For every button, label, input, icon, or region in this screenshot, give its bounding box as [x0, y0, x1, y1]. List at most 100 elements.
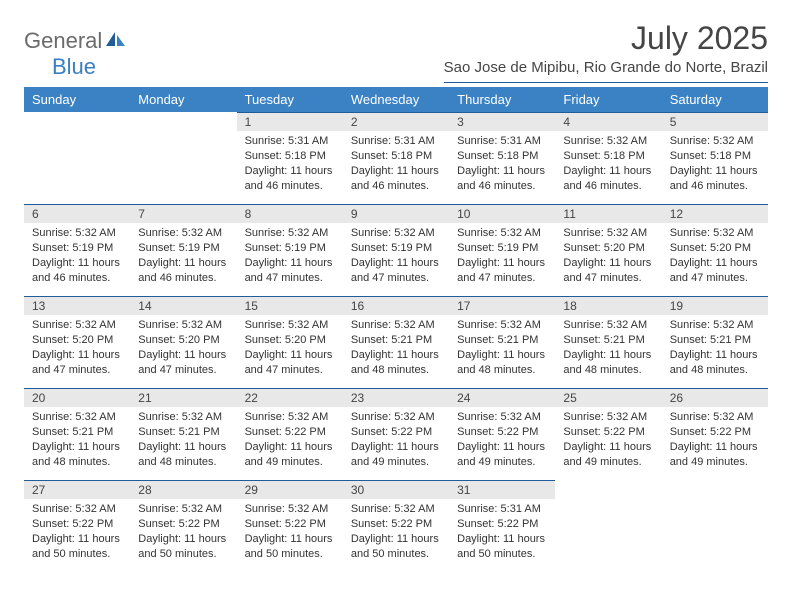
day-content: Sunrise: 5:32 AMSunset: 5:18 PMDaylight:… [555, 131, 661, 199]
calendar-day-cell: 16Sunrise: 5:32 AMSunset: 5:21 PMDayligh… [343, 296, 449, 388]
sunset-line: Sunset: 5:19 PM [351, 241, 441, 256]
day-content: Sunrise: 5:32 AMSunset: 5:19 PMDaylight:… [449, 223, 555, 291]
calendar-empty-cell [555, 480, 661, 572]
sunset-line: Sunset: 5:19 PM [245, 241, 335, 256]
sunrise-line: Sunrise: 5:32 AM [670, 410, 760, 425]
day-header: Monday [130, 87, 236, 112]
daylight-line: Daylight: 11 hours and 50 minutes. [457, 532, 547, 562]
daylight-line: Daylight: 11 hours and 46 minutes. [457, 164, 547, 194]
sunrise-line: Sunrise: 5:31 AM [245, 134, 335, 149]
day-content: Sunrise: 5:32 AMSunset: 5:21 PMDaylight:… [555, 315, 661, 383]
calendar-week-row: 20Sunrise: 5:32 AMSunset: 5:21 PMDayligh… [24, 388, 768, 480]
day-number: 2 [343, 112, 449, 131]
daylight-line: Daylight: 11 hours and 48 minutes. [138, 440, 228, 470]
day-number: 10 [449, 204, 555, 223]
calendar-week-row: 27Sunrise: 5:32 AMSunset: 5:22 PMDayligh… [24, 480, 768, 572]
daylight-line: Daylight: 11 hours and 46 minutes. [563, 164, 653, 194]
sunset-line: Sunset: 5:22 PM [670, 425, 760, 440]
sunset-line: Sunset: 5:20 PM [32, 333, 122, 348]
day-content: Sunrise: 5:32 AMSunset: 5:22 PMDaylight:… [449, 407, 555, 475]
day-header: Wednesday [343, 87, 449, 112]
day-content: Sunrise: 5:32 AMSunset: 5:22 PMDaylight:… [343, 499, 449, 567]
day-content: Sunrise: 5:32 AMSunset: 5:22 PMDaylight:… [237, 499, 343, 567]
day-number: 9 [343, 204, 449, 223]
daylight-line: Daylight: 11 hours and 47 minutes. [351, 256, 441, 286]
calendar-body: 1Sunrise: 5:31 AMSunset: 5:18 PMDaylight… [24, 112, 768, 572]
day-content: Sunrise: 5:31 AMSunset: 5:18 PMDaylight:… [449, 131, 555, 199]
daylight-line: Daylight: 11 hours and 46 minutes. [138, 256, 228, 286]
daylight-line: Daylight: 11 hours and 49 minutes. [563, 440, 653, 470]
calendar-day-cell: 6Sunrise: 5:32 AMSunset: 5:19 PMDaylight… [24, 204, 130, 296]
day-content: Sunrise: 5:32 AMSunset: 5:21 PMDaylight:… [343, 315, 449, 383]
sunset-line: Sunset: 5:18 PM [245, 149, 335, 164]
daylight-line: Daylight: 11 hours and 47 minutes. [245, 348, 335, 378]
sunrise-line: Sunrise: 5:32 AM [138, 502, 228, 517]
sunset-line: Sunset: 5:22 PM [351, 517, 441, 532]
calendar-day-cell: 20Sunrise: 5:32 AMSunset: 5:21 PMDayligh… [24, 388, 130, 480]
sunrise-line: Sunrise: 5:32 AM [138, 318, 228, 333]
calendar-day-cell: 3Sunrise: 5:31 AMSunset: 5:18 PMDaylight… [449, 112, 555, 204]
day-number: 14 [130, 296, 236, 315]
day-content: Sunrise: 5:31 AMSunset: 5:22 PMDaylight:… [449, 499, 555, 567]
day-content: Sunrise: 5:32 AMSunset: 5:22 PMDaylight:… [555, 407, 661, 475]
daylight-line: Daylight: 11 hours and 49 minutes. [245, 440, 335, 470]
day-number: 29 [237, 480, 343, 499]
day-content: Sunrise: 5:32 AMSunset: 5:22 PMDaylight:… [343, 407, 449, 475]
day-content: Sunrise: 5:31 AMSunset: 5:18 PMDaylight:… [237, 131, 343, 199]
sunrise-line: Sunrise: 5:32 AM [457, 226, 547, 241]
calendar-empty-cell [130, 112, 236, 204]
sunrise-line: Sunrise: 5:32 AM [351, 502, 441, 517]
day-number: 30 [343, 480, 449, 499]
daylight-line: Daylight: 11 hours and 47 minutes. [670, 256, 760, 286]
sunset-line: Sunset: 5:21 PM [457, 333, 547, 348]
sunset-line: Sunset: 5:22 PM [245, 425, 335, 440]
calendar-day-cell: 13Sunrise: 5:32 AMSunset: 5:20 PMDayligh… [24, 296, 130, 388]
day-header: Thursday [449, 87, 555, 112]
day-number: 7 [130, 204, 236, 223]
sunset-line: Sunset: 5:21 PM [32, 425, 122, 440]
day-number: 3 [449, 112, 555, 131]
sunset-line: Sunset: 5:21 PM [670, 333, 760, 348]
calendar-table: SundayMondayTuesdayWednesdayThursdayFrid… [24, 87, 768, 572]
daylight-line: Daylight: 11 hours and 47 minutes. [32, 348, 122, 378]
sunrise-line: Sunrise: 5:31 AM [351, 134, 441, 149]
calendar-day-cell: 28Sunrise: 5:32 AMSunset: 5:22 PMDayligh… [130, 480, 236, 572]
daylight-line: Daylight: 11 hours and 48 minutes. [563, 348, 653, 378]
calendar-day-cell: 1Sunrise: 5:31 AMSunset: 5:18 PMDaylight… [237, 112, 343, 204]
day-content: Sunrise: 5:32 AMSunset: 5:19 PMDaylight:… [343, 223, 449, 291]
sunset-line: Sunset: 5:20 PM [670, 241, 760, 256]
day-number: 24 [449, 388, 555, 407]
daylight-line: Daylight: 11 hours and 50 minutes. [138, 532, 228, 562]
daylight-line: Daylight: 11 hours and 48 minutes. [32, 440, 122, 470]
sunrise-line: Sunrise: 5:32 AM [563, 134, 653, 149]
day-header: Saturday [662, 87, 768, 112]
sunrise-line: Sunrise: 5:32 AM [32, 318, 122, 333]
day-content: Sunrise: 5:32 AMSunset: 5:22 PMDaylight:… [237, 407, 343, 475]
day-number: 6 [24, 204, 130, 223]
day-number: 26 [662, 388, 768, 407]
day-number: 5 [662, 112, 768, 131]
calendar-day-cell: 14Sunrise: 5:32 AMSunset: 5:20 PMDayligh… [130, 296, 236, 388]
day-content: Sunrise: 5:32 AMSunset: 5:18 PMDaylight:… [662, 131, 768, 199]
daylight-line: Daylight: 11 hours and 50 minutes. [245, 532, 335, 562]
calendar-day-cell: 4Sunrise: 5:32 AMSunset: 5:18 PMDaylight… [555, 112, 661, 204]
daylight-line: Daylight: 11 hours and 48 minutes. [351, 348, 441, 378]
sunset-line: Sunset: 5:18 PM [563, 149, 653, 164]
calendar-empty-cell [662, 480, 768, 572]
calendar-day-cell: 29Sunrise: 5:32 AMSunset: 5:22 PMDayligh… [237, 480, 343, 572]
day-number: 20 [24, 388, 130, 407]
day-number: 27 [24, 480, 130, 499]
calendar-day-cell: 5Sunrise: 5:32 AMSunset: 5:18 PMDaylight… [662, 112, 768, 204]
calendar-day-cell: 22Sunrise: 5:32 AMSunset: 5:22 PMDayligh… [237, 388, 343, 480]
sunrise-line: Sunrise: 5:32 AM [351, 226, 441, 241]
day-number: 8 [237, 204, 343, 223]
sunrise-line: Sunrise: 5:31 AM [457, 502, 547, 517]
day-content: Sunrise: 5:32 AMSunset: 5:22 PMDaylight:… [130, 499, 236, 567]
sunrise-line: Sunrise: 5:32 AM [245, 410, 335, 425]
location-text: Sao Jose de Mipibu, Rio Grande do Norte,… [444, 59, 768, 83]
calendar-day-cell: 23Sunrise: 5:32 AMSunset: 5:22 PMDayligh… [343, 388, 449, 480]
sunrise-line: Sunrise: 5:32 AM [32, 226, 122, 241]
day-content: Sunrise: 5:31 AMSunset: 5:18 PMDaylight:… [343, 131, 449, 199]
day-header-row: SundayMondayTuesdayWednesdayThursdayFrid… [24, 87, 768, 112]
sunrise-line: Sunrise: 5:32 AM [32, 502, 122, 517]
